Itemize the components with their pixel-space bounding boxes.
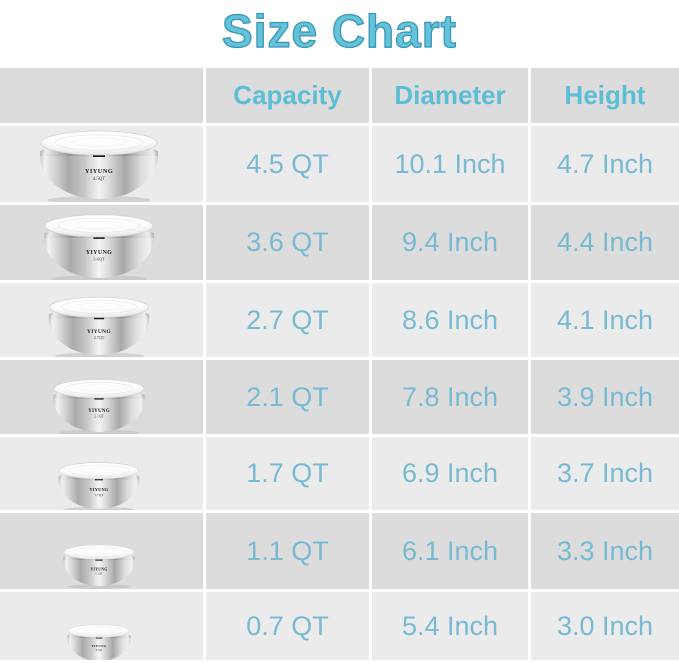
svg-text:YIYUNG: YIYUNG [87, 329, 111, 335]
svg-text:YIYUNG: YIYUNG [91, 644, 106, 648]
svg-text:1.7QT: 1.7QT [95, 493, 103, 497]
svg-text:YIYUNG: YIYUNG [88, 409, 110, 414]
svg-text:YIYUNG: YIYUNG [89, 487, 109, 492]
svg-text:YIYUNG: YIYUNG [85, 168, 113, 175]
svg-text:3.6QT: 3.6QT [93, 256, 105, 261]
svg-text:0.7QT: 0.7QT [96, 649, 103, 652]
svg-text:YIYUNG: YIYUNG [91, 567, 108, 571]
svg-text:4.5QT: 4.5QT [93, 177, 105, 182]
svg-text:2.1QT: 2.1QT [94, 414, 104, 418]
svg-text:2.7QT: 2.7QT [94, 335, 105, 340]
svg-text:1.1QT: 1.1QT [95, 572, 103, 576]
svg-text:YIYUNG: YIYUNG [86, 249, 112, 255]
